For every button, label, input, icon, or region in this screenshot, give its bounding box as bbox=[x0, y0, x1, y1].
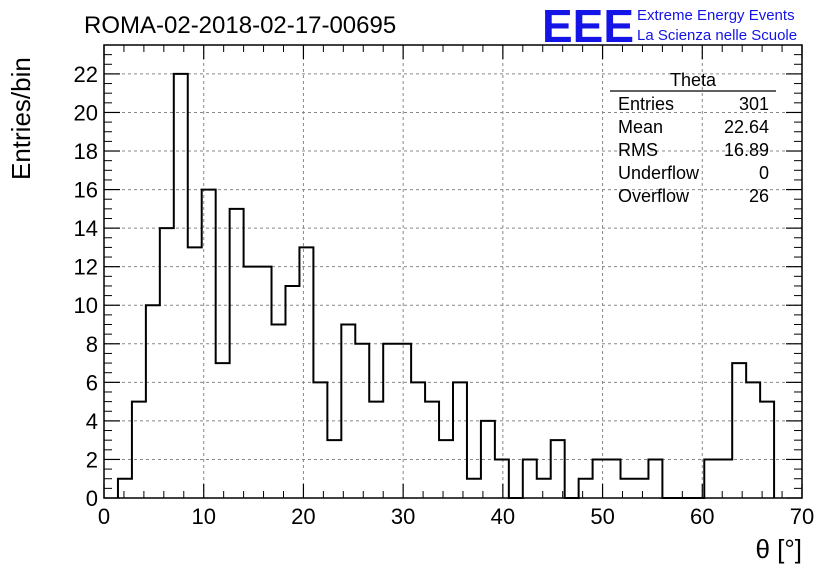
histogram-outline bbox=[116, 72, 776, 499]
y-tick-label: 4 bbox=[86, 409, 98, 434]
histogram-bin bbox=[188, 247, 202, 498]
histogram-bin bbox=[439, 440, 453, 498]
y-tick-label: 12 bbox=[74, 255, 98, 280]
histogram-bin bbox=[146, 305, 160, 498]
stats-box: Theta Entries 301 Mean 22.64 RMS 16.89 Underfl… bbox=[610, 70, 776, 206]
histogram-bin bbox=[258, 267, 272, 498]
x-tick-label: 30 bbox=[391, 504, 415, 529]
y-tick-label: 8 bbox=[86, 332, 98, 357]
stats-value: 16.89 bbox=[724, 140, 769, 160]
y-tick-label: 6 bbox=[86, 370, 98, 395]
x-tick-label: 20 bbox=[291, 504, 315, 529]
eee-logo-mark: EEE bbox=[542, 0, 634, 52]
stats-value: 26 bbox=[749, 186, 769, 206]
x-axis-title: θ [°] bbox=[755, 534, 802, 564]
histogram-bin bbox=[467, 479, 481, 498]
histogram-bin bbox=[285, 286, 299, 498]
y-axis-title: Entries/bin bbox=[6, 57, 36, 180]
histogram-bin bbox=[732, 363, 746, 498]
histogram-bin bbox=[327, 440, 341, 498]
y-tick-label: 20 bbox=[74, 100, 98, 125]
stats-rows: Entries 301 Mean 22.64 RMS 16.89 Underflow 0 Ove… bbox=[618, 94, 769, 206]
stats-value: 301 bbox=[739, 94, 769, 114]
plot-frame bbox=[103, 44, 803, 499]
histogram-bin bbox=[593, 459, 607, 498]
histogram-bin bbox=[495, 459, 509, 498]
tick-labels: 0 10 20 30 40 50 60 70 0 2 4 6 8 10 12 14 16 18 20 22 bbox=[74, 62, 815, 529]
y-tick-label: 14 bbox=[74, 216, 98, 241]
x-tick-label: 10 bbox=[191, 504, 215, 529]
x-tick-label: 40 bbox=[491, 504, 515, 529]
stats-label: RMS bbox=[618, 140, 658, 160]
run-title: ROMA-02-2018-02-17-00695 bbox=[84, 12, 396, 39]
histogram-bin bbox=[746, 382, 760, 498]
histogram-bin bbox=[341, 325, 355, 498]
histogram-bin bbox=[523, 459, 537, 498]
histogram-bin bbox=[313, 382, 327, 498]
x-tick-label: 70 bbox=[790, 504, 814, 529]
eee-logo: EEE Extreme Energy Events La Scienza nel… bbox=[542, 0, 797, 52]
histogram-bin bbox=[453, 382, 467, 498]
histogram-bin bbox=[383, 344, 397, 498]
stats-value: 22.64 bbox=[724, 117, 769, 137]
histogram-bin bbox=[174, 74, 188, 498]
y-tick-label: 16 bbox=[74, 178, 98, 203]
histogram-bin bbox=[411, 382, 425, 498]
y-tick-label: 2 bbox=[86, 447, 98, 472]
y-tick-label: 18 bbox=[74, 139, 98, 164]
x-tick-label: 0 bbox=[98, 504, 110, 529]
x-tick-label: 60 bbox=[690, 504, 714, 529]
histogram-bin bbox=[718, 459, 732, 498]
eee-logo-line2: La Scienza nelle Scuole bbox=[637, 27, 797, 44]
stats-label: Overflow bbox=[618, 186, 690, 206]
stats-value: 0 bbox=[759, 163, 769, 183]
x-tick-label: 50 bbox=[590, 504, 614, 529]
eee-logo-line1: Extreme Energy Events bbox=[637, 7, 795, 24]
histogram-layer bbox=[116, 72, 776, 499]
histogram-bin bbox=[704, 459, 718, 498]
y-tick-label: 10 bbox=[74, 293, 98, 318]
histogram-bin bbox=[230, 209, 244, 498]
histogram-bin bbox=[160, 228, 174, 498]
histogram-bin bbox=[272, 325, 286, 498]
histogram-bin bbox=[132, 402, 146, 498]
axis-ticks bbox=[103, 45, 803, 499]
histogram-bin bbox=[551, 440, 565, 498]
histogram-bin bbox=[425, 402, 439, 498]
stats-title: Theta bbox=[670, 70, 717, 90]
histogram-bin bbox=[607, 459, 621, 498]
histogram-bin bbox=[216, 363, 230, 498]
histogram-bin bbox=[579, 479, 593, 498]
histogram-bin bbox=[369, 402, 383, 498]
histogram-bin bbox=[118, 479, 132, 498]
histogram-bin bbox=[537, 479, 551, 498]
histogram-bin bbox=[634, 479, 648, 498]
histogram-bin bbox=[648, 459, 662, 498]
y-tick-label: 0 bbox=[86, 486, 98, 511]
y-tick-label: 22 bbox=[74, 62, 98, 87]
histogram-bin bbox=[299, 247, 313, 498]
histogram-bin bbox=[760, 402, 774, 498]
stats-label: Mean bbox=[618, 117, 663, 137]
stats-label: Entries bbox=[618, 94, 674, 114]
stats-label: Underflow bbox=[618, 163, 700, 183]
